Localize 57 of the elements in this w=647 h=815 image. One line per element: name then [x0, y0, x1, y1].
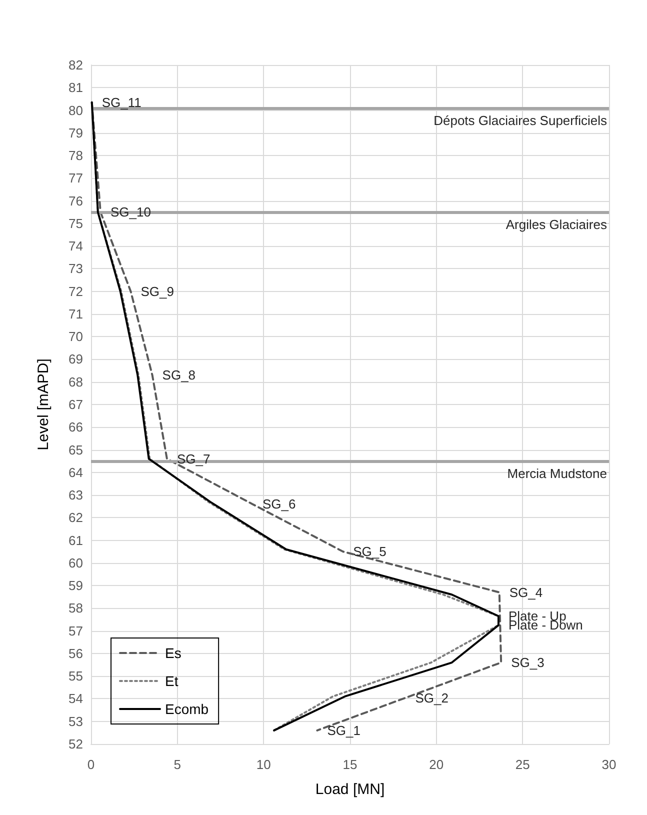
y-tick-label: 75 [68, 216, 83, 231]
y-tick-label: 72 [68, 284, 83, 299]
annotation: SG_5 [353, 544, 386, 560]
y-tick-label: 78 [68, 148, 83, 164]
legend-label: Es [165, 645, 182, 661]
ref-line-label: Dépots Glaciaires Superficiels [434, 113, 608, 128]
y-tick-label: 80 [68, 102, 83, 118]
annotation: SG_11 [102, 94, 142, 110]
ref-line-label: Argiles Glaciaires [506, 217, 608, 232]
annotation: SG_3 [511, 655, 544, 670]
y-tick-label: 68 [68, 374, 83, 390]
annotation: SG_8 [162, 368, 196, 383]
y-tick-label: 61 [68, 532, 83, 548]
y-tick-label: 55 [68, 668, 83, 684]
x-tick-label: 0 [87, 757, 95, 772]
y-tick-label: 52 [68, 736, 83, 752]
y-tick-label: 71 [68, 306, 83, 322]
y-tick-label: 74 [68, 238, 83, 254]
legend-label: Ecomb [165, 701, 209, 717]
y-tick-label: 82 [68, 58, 83, 72]
x-tick-label: 10 [256, 757, 271, 772]
y-tick-label: 60 [68, 555, 83, 570]
x-tick-label: 15 [342, 757, 358, 772]
y-tick-label: 81 [68, 80, 83, 96]
annotation: SG_6 [262, 496, 296, 512]
annotation: SG_2 [415, 690, 449, 706]
x-tick-label: 30 [602, 757, 616, 772]
annotation: SG_10 [110, 204, 151, 220]
x-tick-label: 20 [429, 757, 444, 772]
annotation: SG_9 [140, 284, 174, 299]
y-tick-label: 59 [68, 578, 83, 594]
annotation: SG_4 [509, 584, 543, 600]
y-tick-label: 53 [68, 714, 83, 729]
x-axis-title: Load [MN] [315, 781, 385, 798]
y-tick-label: 70 [68, 329, 83, 344]
y-tick-label: 79 [68, 125, 83, 140]
y-tick-label: 73 [68, 261, 83, 276]
y-tick-label: 58 [68, 600, 83, 616]
y-tick-label: 63 [68, 488, 83, 503]
y-tick-label: 57 [68, 623, 83, 638]
y-tick-label: 56 [68, 646, 83, 661]
y-tick-label: 66 [68, 420, 83, 435]
y-tick-label: 62 [68, 510, 83, 526]
annotation: SG_7 [176, 451, 210, 466]
y-tick-label: 67 [68, 397, 83, 412]
y-tick-label: 77 [68, 170, 83, 186]
legend-label: Et [165, 673, 178, 689]
x-tick-label: 5 [174, 757, 181, 772]
y-axis-title: Level [mAPD] [35, 358, 52, 450]
y-tick-label: 64 [68, 464, 83, 480]
annotation: SG_1 [327, 722, 360, 738]
ref-line-label: Mercia Mudstone [507, 466, 607, 482]
y-tick-label: 69 [68, 352, 83, 367]
y-tick-label: 54 [68, 691, 83, 706]
x-tick-label: 25 [515, 757, 530, 772]
y-tick-label: 65 [68, 442, 83, 458]
y-tick-label: 76 [68, 193, 83, 208]
